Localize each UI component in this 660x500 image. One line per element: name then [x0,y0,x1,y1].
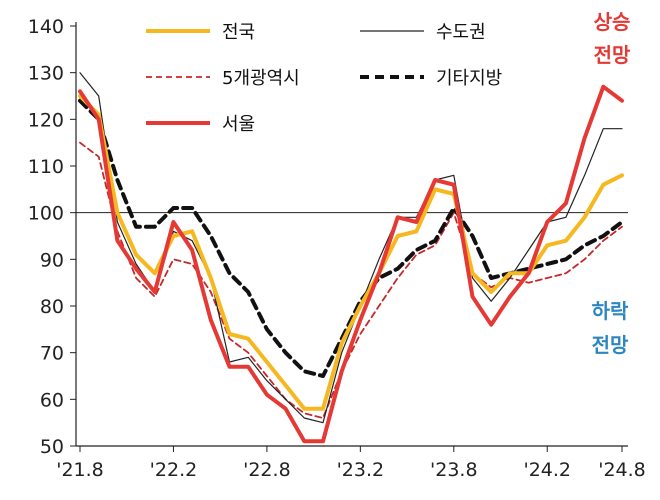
y-tick-label: 140 [28,16,64,38]
legend-label-other-regions: 기타지방 [436,68,502,89]
annotation-fall-line1: 하락 [592,299,629,323]
annotation-rise-line2: 전망 [594,43,631,67]
y-tick-label: 60 [40,389,64,411]
y-tick-label: 80 [40,296,64,318]
legend-label-national: 전국 [222,22,255,43]
y-tick-label: 90 [40,249,64,271]
x-axis: '21.8 '22.2 '22.8 '23.2 '23.8 '24.2 '24.8 [56,446,646,481]
x-tick-label: '23.8 [430,459,478,481]
y-tick-label: 100 [28,203,64,225]
series-line-capital-area [79,72,623,424]
series-line-metro-cities [79,141,623,419]
annotation-fall-line2: 전망 [592,333,629,357]
x-tick-label: '24.8 [598,459,646,481]
y-tick-label: 120 [28,109,64,131]
legend-label-capital-area: 수도권 [436,22,486,43]
y-axis: 50 60 70 80 90 100 110 120 130 140 [28,16,76,458]
y-tick-label: 70 [40,343,64,365]
legend: 전국 수도권 5개광역시 기타지방 서울 [146,22,502,135]
annotations: 상승 전망 하락 전망 [592,10,631,357]
annotation-rise-line1: 상승 [594,10,631,34]
legend-label-seoul: 서울 [222,114,255,135]
x-tick-label: '22.2 [150,459,198,481]
series-group [78,72,624,444]
x-tick-label: '22.8 [243,459,291,481]
x-tick-label: '23.2 [337,459,385,481]
series-line-seoul [78,84,624,444]
x-tick-label: '21.8 [56,459,104,481]
y-tick-label: 110 [28,156,64,178]
plot-area [75,22,628,447]
y-tick-label: 50 [40,436,64,458]
x-tick-label: '24.2 [523,459,571,481]
legend-label-metro-cities: 5개광역시 [222,68,300,89]
y-tick-label: 130 [28,63,64,85]
series-line-national [78,94,624,411]
